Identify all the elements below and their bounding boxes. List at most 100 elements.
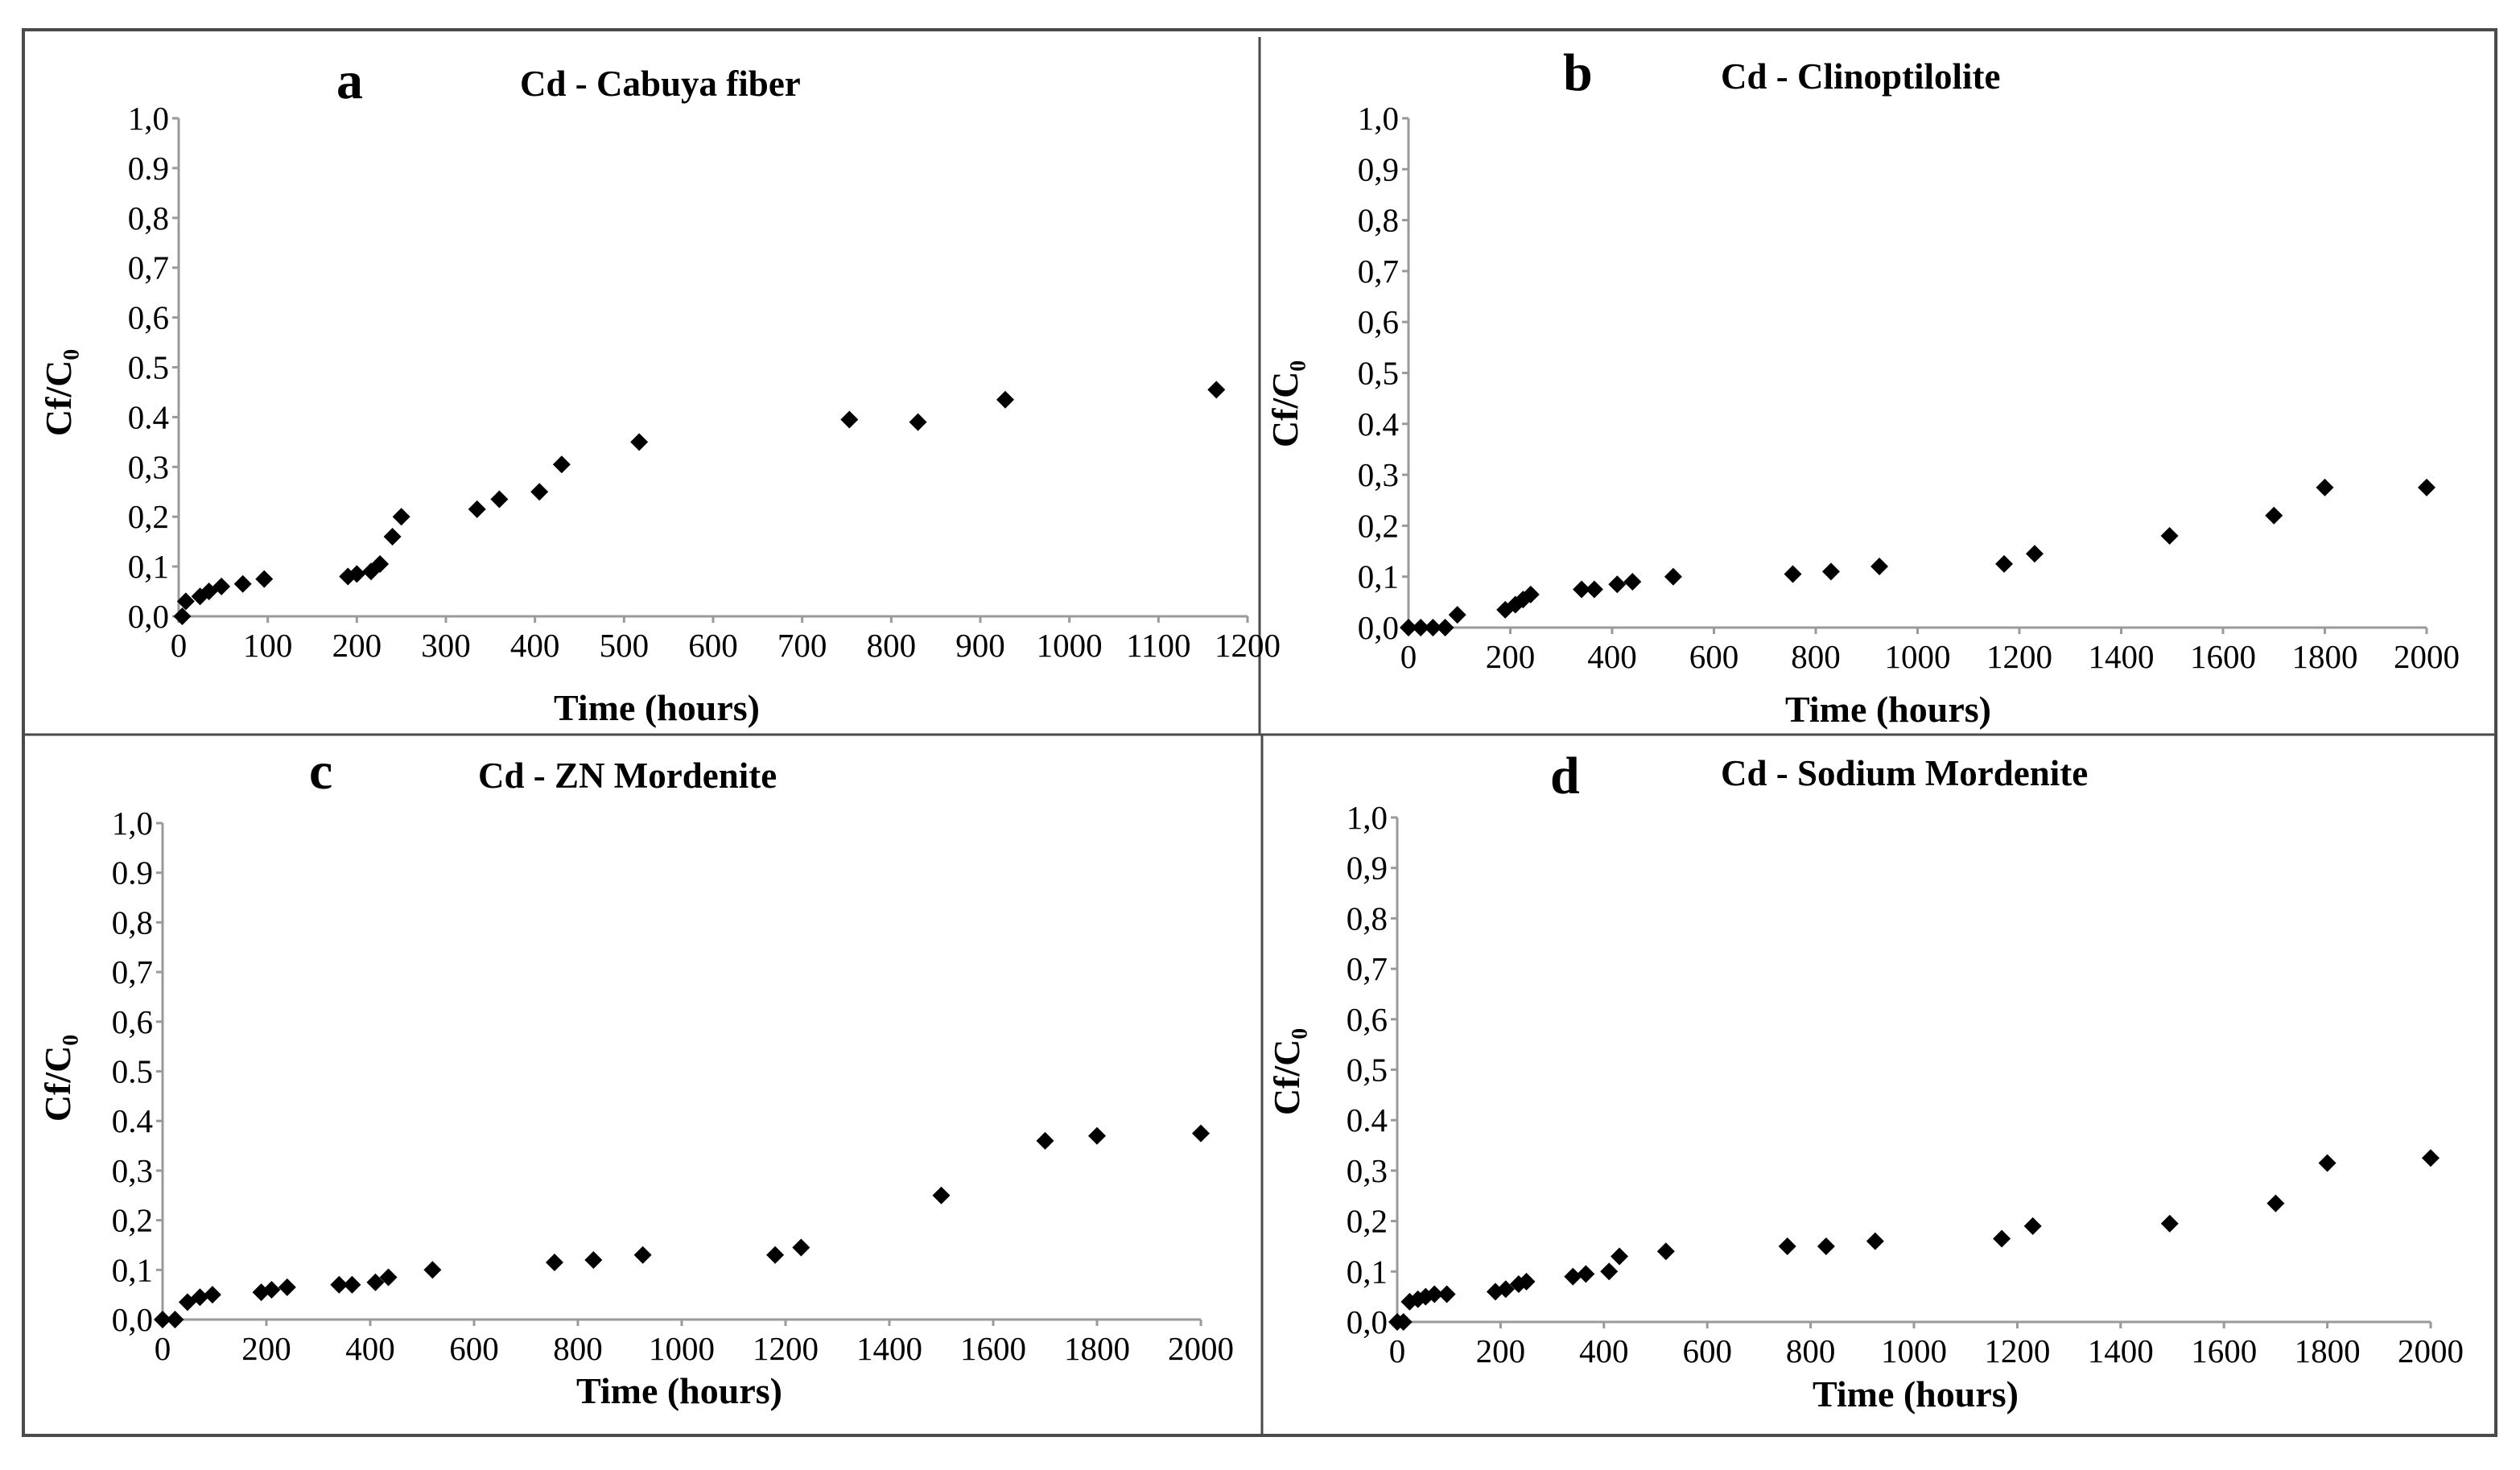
- x-tick-label: 1200: [1986, 638, 2052, 675]
- y-tick-label: 0.5: [128, 349, 169, 386]
- x-tick-label: 1000: [1885, 638, 1951, 675]
- y-tick-label: 0.4: [1358, 406, 1399, 443]
- data-point: [1192, 1124, 1210, 1143]
- x-tick-label: 100: [243, 627, 293, 664]
- x-tick-label: 1800: [2292, 638, 2358, 675]
- data-point: [1993, 1229, 2011, 1248]
- x-tick-label: 1000: [1881, 1332, 1947, 1369]
- data-point: [1870, 558, 1889, 576]
- data-point: [1394, 1313, 1413, 1331]
- x-tick-label: 1200: [753, 1330, 819, 1367]
- y-tick-label: 0,1: [1358, 558, 1399, 595]
- chart-title: Cd - Sodium Mordenite: [1721, 753, 2088, 793]
- x-tick-label: 1600: [2190, 638, 2256, 675]
- data-point: [262, 1280, 281, 1299]
- data-point: [1623, 573, 1642, 591]
- data-point: [2316, 478, 2334, 496]
- x-axis-title: Time (hours): [554, 687, 760, 728]
- y-tick-label: 0,7: [1347, 950, 1388, 987]
- data-point: [166, 1311, 184, 1328]
- data-point: [203, 1286, 221, 1304]
- y-tick-label: 0,8: [1358, 202, 1399, 239]
- x-tick-label: 0: [1400, 638, 1417, 675]
- data-point: [468, 500, 486, 518]
- data-point: [371, 555, 390, 574]
- y-tick-label: 1,0: [1347, 799, 1388, 836]
- data-point: [996, 390, 1014, 409]
- x-tick-label: 400: [1579, 1332, 1629, 1369]
- y-tick-label: 0,0: [1358, 609, 1399, 646]
- panel-c: c Cd - ZN Mordenite Cf/C₀ Time (hours) 0…: [37, 742, 1234, 1411]
- y-tick-label: 0,2: [128, 498, 169, 535]
- x-axis-title: Time (hours): [576, 1370, 782, 1411]
- data-point: [1088, 1126, 1106, 1145]
- data-point: [1778, 1237, 1796, 1255]
- y-axis-title: Cf/C₀: [1264, 360, 1305, 447]
- x-tick-label: 400: [510, 627, 560, 664]
- x-tick-label: 1000: [649, 1330, 715, 1367]
- data-point: [1585, 580, 1603, 599]
- data-point: [212, 577, 231, 595]
- x-tick-label: 500: [600, 627, 650, 664]
- x-tick-label: 200: [1476, 1332, 1526, 1369]
- data-point: [909, 413, 927, 431]
- data-point: [173, 607, 192, 625]
- x-tick-label: 800: [867, 627, 917, 664]
- y-tick-label: 0.5: [112, 1053, 153, 1090]
- data-point: [1821, 562, 1840, 581]
- x-tick-label: 1400: [856, 1330, 922, 1367]
- data-point: [1436, 619, 1454, 636]
- x-tick-label: 1400: [2088, 1332, 2154, 1369]
- data-point: [176, 592, 195, 611]
- y-tick-label: 1,0: [1358, 100, 1399, 137]
- x-tick-label: 400: [1587, 638, 1637, 675]
- x-tick-label: 600: [688, 627, 738, 664]
- x-tick-label: 400: [345, 1330, 395, 1367]
- x-tick-label: 1600: [2191, 1332, 2257, 1369]
- panel-a: a Cd - Cabuya fiber Cf/C₀ Time (hours) 0…: [38, 51, 1281, 728]
- panel-letter: c: [309, 742, 332, 801]
- y-axis-title: Cf/C₀: [38, 349, 79, 436]
- data-point: [1866, 1232, 1884, 1250]
- x-tick-label: 0: [1389, 1332, 1406, 1369]
- x-tick-label: 1400: [2089, 638, 2155, 675]
- data-point: [630, 433, 649, 451]
- x-tick-label: 600: [1689, 638, 1739, 675]
- data-point: [490, 490, 509, 509]
- data-point: [1995, 554, 2014, 573]
- data-point: [2422, 1149, 2440, 1167]
- y-tick-label: 0,1: [1347, 1253, 1388, 1290]
- x-axis-title: Time (hours): [1785, 689, 1991, 730]
- data-point: [1448, 606, 1466, 624]
- y-tick-label: 0,5: [1358, 355, 1399, 392]
- panel-b: b Cd - Clinoptilolite Cf/C₀ Time (hours)…: [1264, 43, 2460, 730]
- y-tick-label: 0,2: [1358, 507, 1399, 544]
- y-tick-label: 0,1: [112, 1251, 153, 1288]
- data-point: [840, 410, 859, 429]
- x-tick-label: 1200: [1984, 1332, 2050, 1369]
- y-tick-label: 0,0: [128, 598, 169, 635]
- x-tick-label: 800: [1786, 1332, 1836, 1369]
- y-tick-label: 0,3: [112, 1152, 153, 1189]
- data-point: [1608, 575, 1627, 594]
- data-point: [792, 1238, 810, 1257]
- data-point: [552, 455, 571, 474]
- x-tick-label: 200: [241, 1330, 291, 1367]
- y-tick-label: 0,3: [1358, 456, 1399, 493]
- y-tick-label: 0,5: [1347, 1052, 1388, 1089]
- chart-title: Cd - Cabuya fiber: [520, 64, 801, 104]
- x-axis-title: Time (hours): [1813, 1373, 2019, 1414]
- x-tick-label: 1600: [960, 1330, 1026, 1367]
- data-point: [379, 1268, 398, 1287]
- y-tick-label: 0,6: [1347, 1001, 1388, 1038]
- data-point: [366, 1273, 385, 1291]
- x-tick-label: 200: [332, 627, 382, 664]
- data-point: [2023, 1217, 2042, 1235]
- y-tick-label: 0,7: [112, 953, 153, 990]
- data-point: [2160, 1214, 2179, 1233]
- y-tick-label: 0,7: [128, 249, 169, 286]
- y-tick-label: 0,8: [128, 200, 169, 237]
- data-point: [343, 1275, 361, 1294]
- data-point: [191, 1288, 209, 1307]
